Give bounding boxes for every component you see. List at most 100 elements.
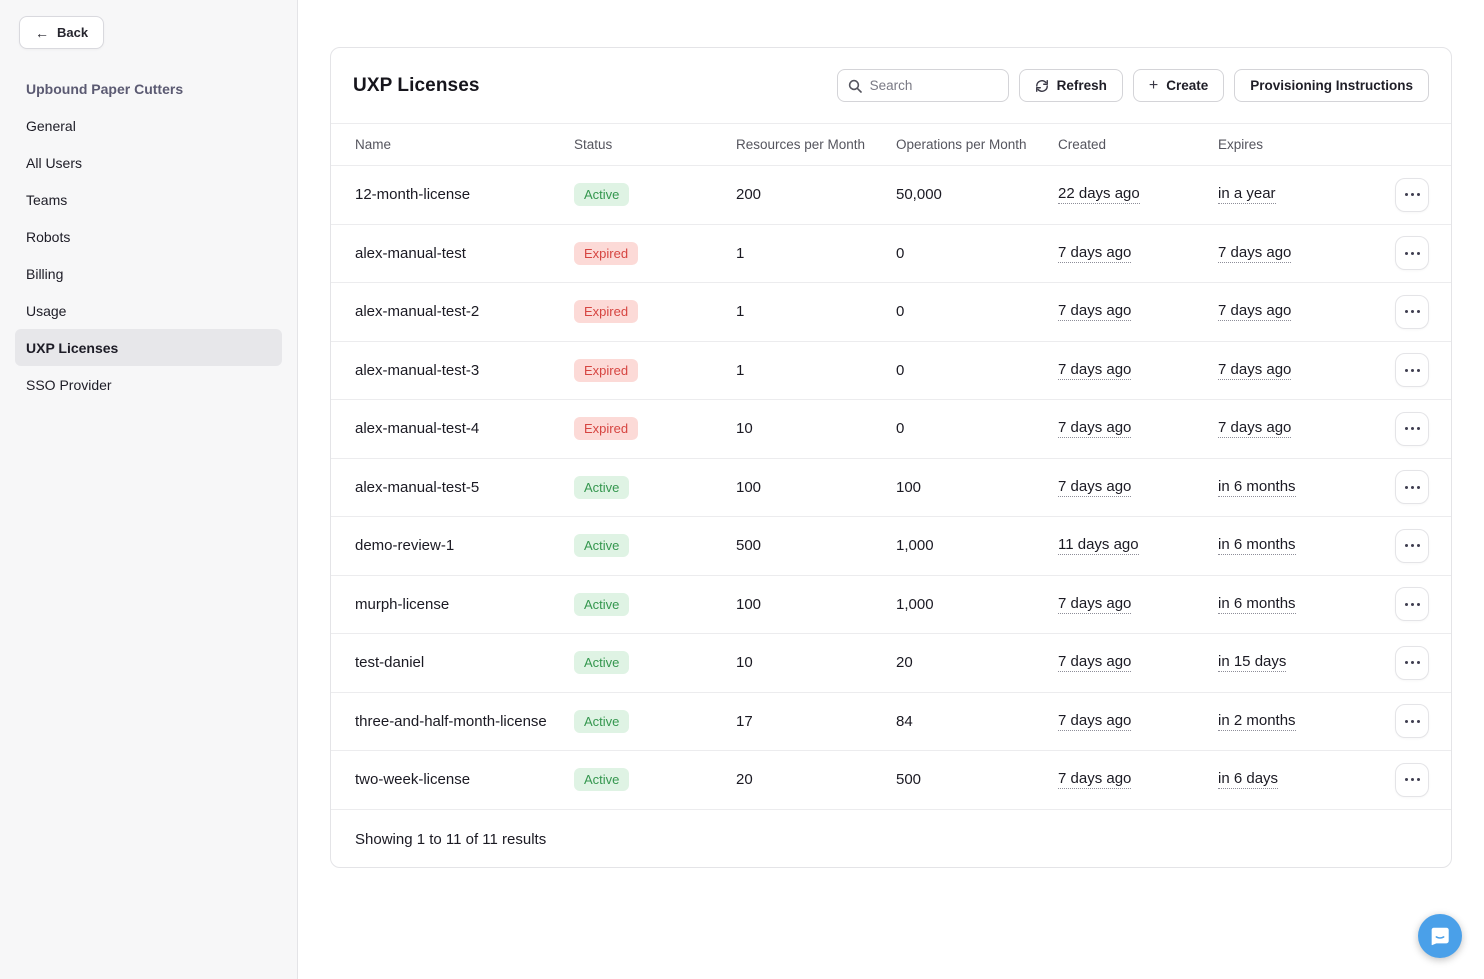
ellipsis-icon [1404, 485, 1408, 489]
ellipsis-icon [1404, 544, 1408, 548]
table-row: alex-manual-test-5 Active 100 100 7 days… [331, 459, 1451, 517]
status-cell: Active [574, 709, 630, 733]
resources-cell: 17 [736, 712, 753, 730]
column-header-resources: Resources per Month [736, 137, 866, 152]
chat-bubble-icon [1431, 927, 1449, 946]
status-cell: Expired [574, 300, 639, 324]
expires-cell: in 6 months [1218, 477, 1296, 497]
resources-cell: 200 [736, 186, 762, 204]
ellipsis-icon [1404, 427, 1408, 431]
row-actions-button[interactable] [1395, 411, 1429, 446]
actions-cell [1395, 470, 1429, 505]
actions-cell [1395, 762, 1429, 797]
resources-cell: 500 [736, 537, 762, 555]
created-cell: 7 days ago [1058, 360, 1132, 380]
operations-cell: 50,000 [896, 186, 942, 204]
table-header-row: Name Status Resources per Month Operatio… [331, 123, 1451, 166]
table-row: three-and-half-month-license Active 17 8… [331, 693, 1451, 751]
status-cell: Expired [574, 241, 639, 265]
column-header-created: Created [1058, 137, 1107, 152]
row-actions-button[interactable] [1395, 704, 1429, 739]
created-cell: 7 days ago [1058, 653, 1132, 673]
row-actions-button[interactable] [1395, 353, 1429, 388]
column-header-expires: Expires [1218, 137, 1264, 152]
license-name-cell: three-and-half-month-license [355, 712, 547, 730]
resources-cell: 1 [736, 361, 745, 379]
row-actions-button[interactable] [1395, 645, 1429, 680]
table-footer: Showing 1 to 11 of 11 results [331, 810, 1451, 868]
row-actions-button[interactable] [1395, 236, 1429, 271]
sidebar-item-teams[interactable]: Teams [15, 181, 282, 218]
row-actions-button[interactable] [1395, 177, 1429, 212]
status-badge: Expired [574, 241, 639, 265]
table-row: alex-manual-test-2 Expired 1 0 7 days ag… [331, 283, 1451, 342]
sidebar-item-billing[interactable]: Billing [15, 255, 282, 292]
table-row: test-daniel Active 10 20 7 days ago in 1… [331, 634, 1451, 693]
column-header-status: Status [574, 137, 613, 152]
provisioning-instructions-button[interactable]: Provisioning Instructions [1234, 69, 1429, 102]
org-title: Upbound Paper Cutters [26, 81, 184, 97]
actions-cell [1395, 587, 1429, 622]
created-cell: 7 days ago [1058, 419, 1132, 439]
status-badge: Expired [574, 417, 639, 441]
plus-icon: + [1148, 76, 1159, 94]
table-row: 12-month-license Active 200 50,000 22 da… [331, 166, 1451, 225]
operations-cell: 500 [896, 771, 922, 789]
sidebar: ← Back Upbound Paper Cutters General All… [0, 0, 298, 979]
operations-cell: 0 [896, 420, 905, 438]
resources-cell: 100 [736, 595, 762, 613]
row-actions-button[interactable] [1395, 762, 1429, 797]
license-name-cell: murph-license [355, 595, 450, 613]
operations-cell: 84 [896, 712, 913, 730]
status-badge: Active [574, 651, 630, 675]
actions-cell [1395, 236, 1429, 271]
resources-cell: 1 [736, 303, 745, 321]
status-badge: Active [574, 768, 630, 792]
sidebar-nav: General All Users Teams Robots Billing U… [15, 107, 282, 403]
status-badge: Active [574, 534, 630, 558]
column-header-name: Name [355, 137, 392, 152]
sidebar-item-robots[interactable]: Robots [15, 218, 282, 255]
created-cell: 7 days ago [1058, 770, 1132, 790]
status-cell: Active [574, 183, 630, 207]
table-row: murph-license Active 100 1,000 7 days ag… [331, 576, 1451, 634]
row-actions-button[interactable] [1395, 470, 1429, 505]
operations-cell: 100 [896, 478, 922, 496]
back-button[interactable]: ← Back [19, 16, 105, 49]
sidebar-item-sso-provider[interactable]: SSO Provider [15, 366, 282, 403]
row-actions-button[interactable] [1395, 528, 1429, 563]
operations-cell: 0 [896, 303, 905, 321]
actions-cell [1395, 645, 1429, 680]
table-row: alex-manual-test-4 Expired 10 0 7 days a… [331, 400, 1451, 459]
sidebar-item-general[interactable]: General [15, 107, 282, 144]
actions-cell [1395, 294, 1429, 329]
table-body: 12-month-license Active 200 50,000 22 da… [331, 166, 1451, 810]
sidebar-item-uxp-licenses[interactable]: UXP Licenses [15, 329, 282, 366]
row-actions-button[interactable] [1395, 294, 1429, 329]
results-count: Showing 1 to 11 of 11 results [355, 830, 547, 848]
search-icon [848, 79, 862, 93]
chat-launcher-button[interactable] [1418, 914, 1462, 958]
operations-cell: 1,000 [896, 537, 934, 555]
ellipsis-icon [1404, 368, 1408, 372]
sidebar-item-all-users[interactable]: All Users [15, 144, 282, 181]
resources-cell: 10 [736, 420, 753, 438]
toolbar: Refresh + Create Provisioning Instructio… [836, 69, 1429, 102]
sidebar-item-usage[interactable]: Usage [15, 292, 282, 329]
resources-cell: 20 [736, 771, 753, 789]
create-button[interactable]: + Create [1132, 69, 1225, 102]
refresh-icon [1035, 79, 1048, 92]
status-badge: Active [574, 709, 630, 733]
sidebar-item-label: UXP Licenses [26, 339, 119, 356]
row-actions-button[interactable] [1395, 587, 1429, 622]
search-box[interactable] [836, 69, 1009, 102]
actions-cell [1395, 353, 1429, 388]
table-row: alex-manual-test Expired 1 0 7 days ago … [331, 225, 1451, 283]
search-input[interactable] [869, 78, 998, 93]
expires-cell: in a year [1218, 185, 1276, 205]
resources-cell: 10 [736, 654, 753, 672]
back-button-label: Back [57, 25, 89, 40]
operations-cell: 0 [896, 244, 905, 262]
refresh-button[interactable]: Refresh [1018, 69, 1123, 102]
expires-cell: in 2 months [1218, 711, 1296, 731]
